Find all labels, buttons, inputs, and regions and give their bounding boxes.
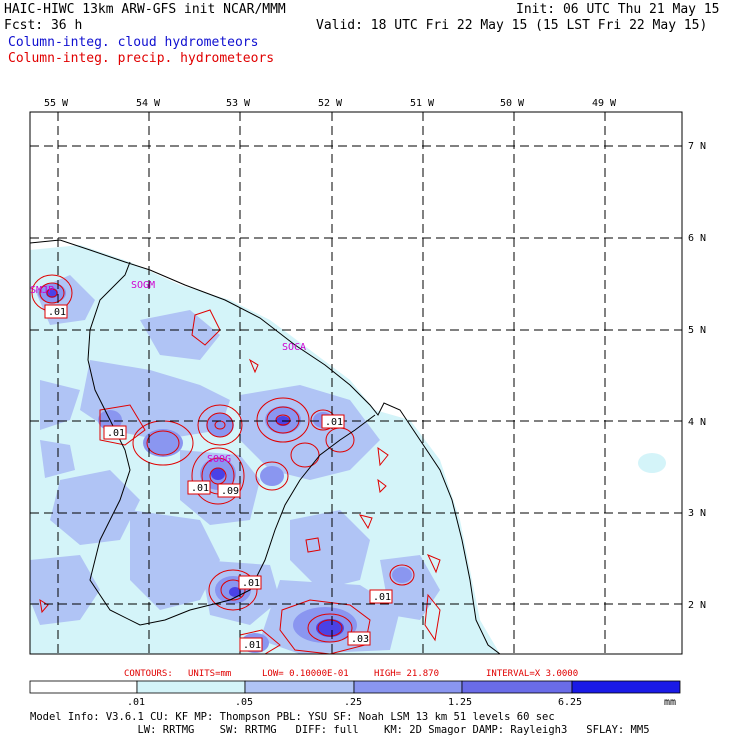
svg-text:.01: .01 xyxy=(191,483,209,494)
model-info-line2: LW: RRTMG SW: RRTMG DIFF: full KM: 2D Sm… xyxy=(30,724,650,736)
contour-value-label: .01 xyxy=(321,414,345,429)
svg-text:.01: .01 xyxy=(242,578,260,589)
lat-label: 7 N xyxy=(688,141,706,152)
lon-label: 55 W xyxy=(44,98,69,109)
contour-info-low: LOW= 0.10000E-01 xyxy=(262,669,349,679)
colorbar-tick: 6.25 xyxy=(558,697,582,708)
contour-info-high: HIGH= 21.870 xyxy=(374,669,439,679)
lon-label: 51 W xyxy=(410,98,435,109)
lat-label: 2 N xyxy=(688,600,706,611)
station-smjp: SMJP xyxy=(30,285,54,296)
frame-ticks xyxy=(57,112,682,605)
colorbar xyxy=(29,680,681,694)
station-sogm: SOGM xyxy=(131,280,155,291)
svg-text:.01: .01 xyxy=(325,417,343,428)
map-frame xyxy=(29,111,683,655)
contour-info: CONTOURS: UNITS=mm LOW= 0.10000E-01 HIGH… xyxy=(124,669,578,679)
colorbar-tick: .25 xyxy=(344,697,362,708)
svg-text:.03: .03 xyxy=(351,634,369,645)
lat-label: 5 N xyxy=(688,325,706,336)
contour-value-label: .09 xyxy=(217,483,241,498)
valid-time: Valid: 18 UTC Fri 22 May 15 (15 LST Fri … xyxy=(316,18,708,33)
colorbar-tick: 1.25 xyxy=(448,697,472,708)
coastline xyxy=(30,239,501,654)
graticule xyxy=(30,112,682,654)
latitude-labels: 7 N 6 N 5 N 4 N 3 N 2 N xyxy=(688,141,706,611)
colorbar-ticks: .01 .05 .25 1.25 6.25 mm xyxy=(127,697,676,708)
model-info-line1: Model Info: V3.6.1 CU: KF MP: Thompson P… xyxy=(30,711,555,723)
contour-info-interval: INTERVAL=X 3.0000 xyxy=(486,669,578,679)
precip-contours xyxy=(31,274,441,654)
colorbar-tick: .05 xyxy=(235,697,253,708)
model-title: HAIC-HIWC 13km ARW-GFS init NCAR/MMM xyxy=(4,2,286,17)
station-labels: SMJP SOGM SOCA SOOG xyxy=(30,280,306,465)
lon-label: 52 W xyxy=(318,98,343,109)
forecast-hour: Fcst: 36 h xyxy=(4,18,83,33)
contour-value-label: .01 xyxy=(239,637,263,652)
lon-label: 49 W xyxy=(592,98,617,109)
colorbar-unit: mm xyxy=(664,697,676,708)
colorbar-tick: .01 xyxy=(127,697,145,708)
field-cloud-label: Column-integ. cloud hydrometeors xyxy=(8,35,259,50)
svg-text:.01: .01 xyxy=(243,640,261,651)
contour-value-labels: .01 .01 .01 .01 .09 .01 .01 .03 .01 xyxy=(44,304,393,652)
contour-value-label: .01 xyxy=(238,575,262,590)
lon-label: 50 W xyxy=(500,98,525,109)
station-soca: SOCA xyxy=(282,342,306,353)
lat-label: 3 N xyxy=(688,508,706,519)
lat-label: 4 N xyxy=(688,417,706,428)
contour-value-label: .01 xyxy=(369,589,393,604)
svg-text:.09: .09 xyxy=(221,486,239,497)
contour-value-label: .01 xyxy=(44,304,68,319)
contour-value-label: .01 xyxy=(187,480,211,495)
lon-label: 54 W xyxy=(136,98,161,109)
init-time: Init: 06 UTC Thu 21 May 15 xyxy=(516,2,720,17)
svg-text:.01: .01 xyxy=(373,592,391,603)
lon-label: 53 W xyxy=(226,98,251,109)
contour-info-units: UNITS=mm xyxy=(188,669,231,679)
svg-text:.01: .01 xyxy=(107,428,125,439)
contour-value-label: .01 xyxy=(103,425,127,440)
svg-text:.01: .01 xyxy=(48,307,66,318)
longitude-labels: 55 W 54 W 53 W 52 W 51 W 50 W 49 W xyxy=(44,98,617,109)
lat-label: 6 N xyxy=(688,233,706,244)
station-soog: SOOG xyxy=(207,454,231,465)
contour-value-label: .03 xyxy=(347,631,371,646)
field-precip-label: Column-integ. precip. hydrometeors xyxy=(8,51,275,66)
contour-info-contours: CONTOURS: xyxy=(124,669,173,679)
